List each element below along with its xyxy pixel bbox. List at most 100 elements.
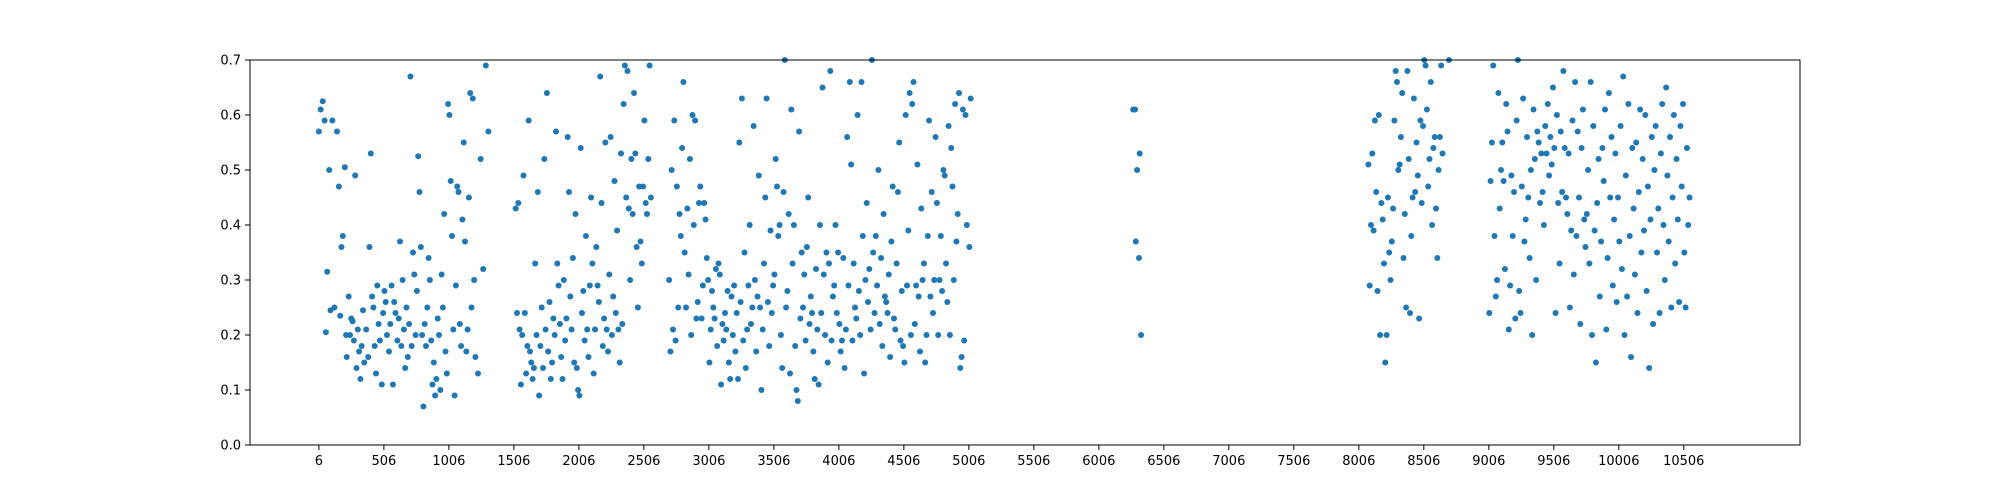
data-point <box>816 222 823 228</box>
data-point <box>1373 189 1380 195</box>
data-point <box>1626 233 1633 239</box>
data-point <box>546 299 553 305</box>
data-point <box>357 376 364 382</box>
data-point <box>532 260 539 267</box>
data-point <box>433 376 440 382</box>
data-point <box>1598 238 1605 245</box>
data-point <box>696 200 702 206</box>
points-layer <box>315 57 1693 410</box>
x-tick-label: 6006 <box>1082 454 1115 469</box>
data-point <box>1555 200 1562 206</box>
data-point <box>722 310 728 316</box>
data-point <box>350 337 357 344</box>
data-point <box>558 354 565 360</box>
data-point <box>438 271 445 278</box>
data-point <box>460 139 467 146</box>
data-point <box>1518 183 1525 190</box>
data-point <box>917 348 923 355</box>
data-point <box>933 200 940 206</box>
data-point <box>439 304 446 311</box>
data-point <box>1439 150 1446 157</box>
data-point <box>777 332 784 338</box>
data-point <box>353 365 360 371</box>
x-tick-label: 3506 <box>757 454 790 469</box>
data-point <box>706 359 713 366</box>
data-point <box>641 117 648 124</box>
data-point <box>754 293 761 300</box>
data-point <box>763 95 770 102</box>
data-point <box>463 348 470 355</box>
data-point <box>775 233 782 239</box>
data-point <box>755 172 762 179</box>
data-point <box>1583 211 1590 217</box>
data-point <box>676 211 683 217</box>
x-tick-label: 10006 <box>1598 454 1639 469</box>
data-point <box>1392 68 1399 74</box>
data-point <box>666 277 673 283</box>
data-point <box>1527 167 1534 173</box>
data-point <box>329 117 336 124</box>
data-point <box>741 249 748 256</box>
data-point <box>837 348 844 355</box>
data-point <box>705 277 712 283</box>
data-point <box>901 359 908 366</box>
data-point <box>1565 150 1572 157</box>
data-point <box>1566 304 1573 311</box>
data-point <box>1416 315 1423 322</box>
data-point <box>1573 233 1580 239</box>
data-point <box>690 222 697 228</box>
data-point <box>749 304 756 311</box>
data-point <box>725 359 732 366</box>
data-point <box>1637 106 1644 113</box>
data-point <box>550 315 557 322</box>
data-point <box>770 282 777 289</box>
data-point <box>1544 101 1551 107</box>
data-point <box>1423 106 1430 113</box>
data-point <box>549 359 556 366</box>
plot-frame <box>249 59 1801 446</box>
data-point <box>1490 62 1497 69</box>
data-point <box>1533 277 1540 283</box>
data-point <box>410 249 416 256</box>
data-point <box>369 293 376 300</box>
data-point <box>475 370 481 377</box>
data-point <box>813 266 819 272</box>
y-tick-label: 0.6 <box>220 109 241 124</box>
data-point <box>701 200 708 206</box>
data-point <box>338 244 345 250</box>
data-point <box>680 79 687 85</box>
data-point <box>1609 282 1616 289</box>
data-point <box>1543 150 1550 157</box>
data-point <box>857 332 864 338</box>
data-point <box>1674 216 1681 223</box>
data-point <box>1665 238 1672 245</box>
data-point <box>699 282 706 289</box>
data-point <box>601 315 608 322</box>
data-point <box>446 112 453 118</box>
data-point <box>482 62 489 69</box>
data-point <box>845 282 852 289</box>
data-point <box>711 315 718 322</box>
data-point <box>727 376 734 382</box>
data-point <box>1431 134 1438 140</box>
data-point <box>608 332 615 338</box>
data-point <box>884 310 891 316</box>
data-point <box>1642 112 1649 118</box>
data-point <box>450 326 457 333</box>
data-point <box>1647 216 1654 223</box>
y-tick-label: 0.1 <box>220 384 241 399</box>
x-tick-label: 7506 <box>1277 454 1310 469</box>
data-point <box>920 260 927 267</box>
data-point <box>880 211 887 217</box>
data-point <box>1496 205 1503 212</box>
data-point <box>939 288 946 294</box>
data-point <box>724 288 731 294</box>
data-point <box>472 354 479 360</box>
data-point <box>764 299 771 305</box>
data-point <box>429 381 436 388</box>
data-point <box>1563 194 1569 201</box>
data-point <box>927 293 934 300</box>
data-point <box>623 194 630 201</box>
data-point <box>374 282 381 289</box>
data-point <box>595 299 602 305</box>
